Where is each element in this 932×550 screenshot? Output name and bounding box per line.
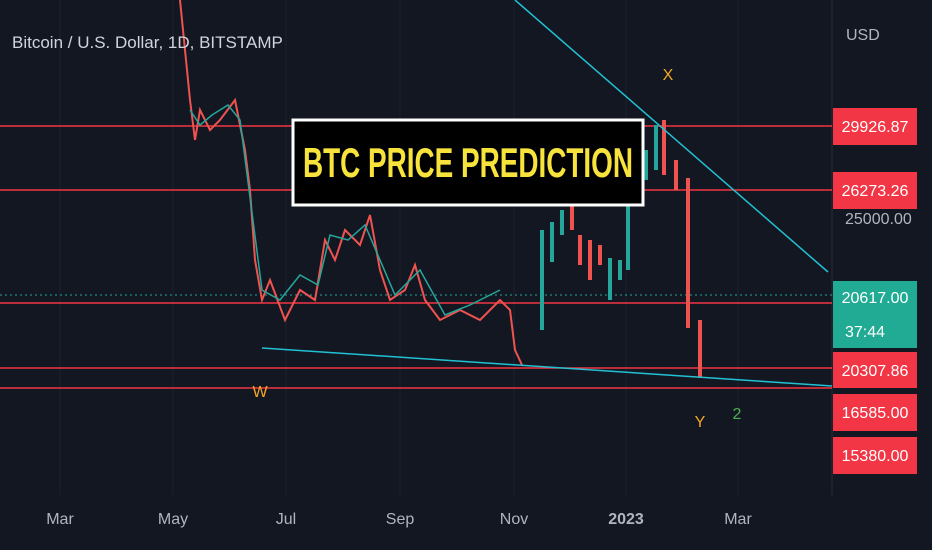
time-label: Jul (276, 511, 296, 528)
price-label-box (833, 437, 917, 474)
banner-box (291, 118, 645, 207)
price-path (179, 0, 523, 366)
price-label-box (833, 281, 917, 348)
time-axis: Mar May Jul Sep Nov 2023 Mar (46, 511, 752, 528)
price-label: 29926.87 (842, 119, 909, 136)
time-label: May (158, 511, 188, 528)
time-label: Nov (500, 511, 528, 528)
annotation: X (663, 67, 674, 84)
currency: USD (846, 27, 880, 44)
trendline (261, 347, 833, 387)
price-label: 20307.86 (842, 363, 909, 380)
banner: BTC PRICE PREDICTION (303, 139, 633, 186)
time-label: Sep (386, 511, 415, 528)
time-label: 2023 (608, 511, 644, 528)
trendline (514, 0, 829, 273)
time-label: Mar (724, 511, 752, 528)
symbol-title: Bitcoin / U.S. Dollar, 1D, BITSTAMP (12, 33, 283, 52)
price-tick: 25000.00 (845, 211, 912, 228)
annotation: Y (695, 414, 706, 431)
price-labels: 29926.87 26273.26 20617.00 20307.86 16585.00… (833, 108, 917, 474)
annotation: W (252, 384, 268, 401)
candles (540, 120, 702, 378)
price-label: 16585.00 (842, 405, 909, 422)
price-label: 20617.00 (842, 290, 909, 307)
price-path-up (189, 104, 501, 316)
price-label-box (833, 172, 917, 209)
annotation: 2 (733, 406, 742, 423)
price-label: 15380.00 (842, 448, 909, 465)
price-label-box (833, 394, 917, 431)
price-label: 26273.26 (842, 183, 909, 200)
time-label: Mar (46, 511, 74, 528)
countdown: 37:44 (845, 324, 885, 341)
price-label-box (833, 352, 917, 388)
price-label-box (833, 108, 917, 145)
grid (59, 0, 739, 495)
